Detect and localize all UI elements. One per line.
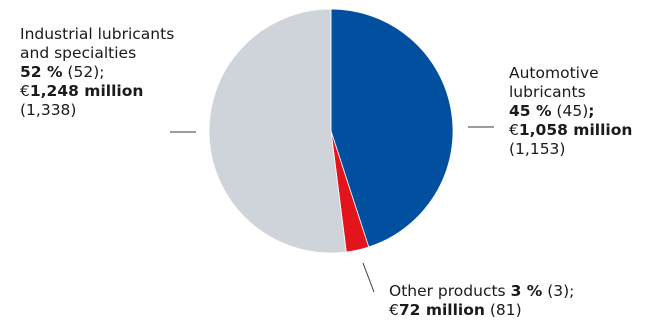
label-text: Automotive <box>509 64 599 82</box>
label-text: 1,058 million <box>518 121 633 139</box>
label-text: € <box>20 82 30 100</box>
leader-line-other <box>362 262 375 293</box>
label-text: 3 % <box>510 282 543 300</box>
label-text: € <box>509 121 519 139</box>
label-text: 1,248 million <box>29 82 144 100</box>
label-text: (3); <box>542 282 575 300</box>
label-other-products: Other products 3 % (3); €72 million (81) <box>389 282 574 320</box>
label-line: 52 % (52); <box>20 63 174 82</box>
label-line: €1,058 million <box>509 121 632 140</box>
label-text: 52 % <box>20 63 63 81</box>
label-line: and specialties <box>20 44 174 63</box>
label-line: €1,248 million <box>20 82 174 101</box>
label-line: Automotive <box>509 64 632 83</box>
label-text: 45 % <box>509 102 552 120</box>
label-text: 72 million <box>398 301 485 319</box>
label-text: and specialties <box>20 44 137 62</box>
label-text: (1,153) <box>509 140 566 158</box>
label-line: Other products 3 % (3); <box>389 282 574 301</box>
label-text: Industrial lubricants <box>20 25 175 43</box>
label-text: (81) <box>484 301 522 319</box>
label-line: 45 % (45); <box>509 102 632 121</box>
pie-slice-automotive <box>330 8 454 248</box>
label-text: € <box>389 301 399 319</box>
label-line: Industrial lubricants <box>20 25 174 44</box>
label-line: (1,153) <box>509 140 632 159</box>
label-text: lubricants <box>509 83 586 101</box>
label-text: ; <box>588 102 595 120</box>
label-industrial-lubricants: Industrial lubricants and specialties 52 %… <box>20 25 174 120</box>
label-text: (52); <box>62 63 105 81</box>
label-automotive-lubricants: Automotive lubricants 45 % (45); €1,058 mil… <box>509 64 632 159</box>
label-text: Other products <box>389 282 511 300</box>
label-line: €72 million (81) <box>389 301 574 320</box>
label-text: (45) <box>551 102 589 120</box>
label-text: (1,338) <box>20 101 77 119</box>
pie-slice-industrial <box>208 8 347 254</box>
label-line: lubricants <box>509 83 632 102</box>
label-line: (1,338) <box>20 101 174 120</box>
